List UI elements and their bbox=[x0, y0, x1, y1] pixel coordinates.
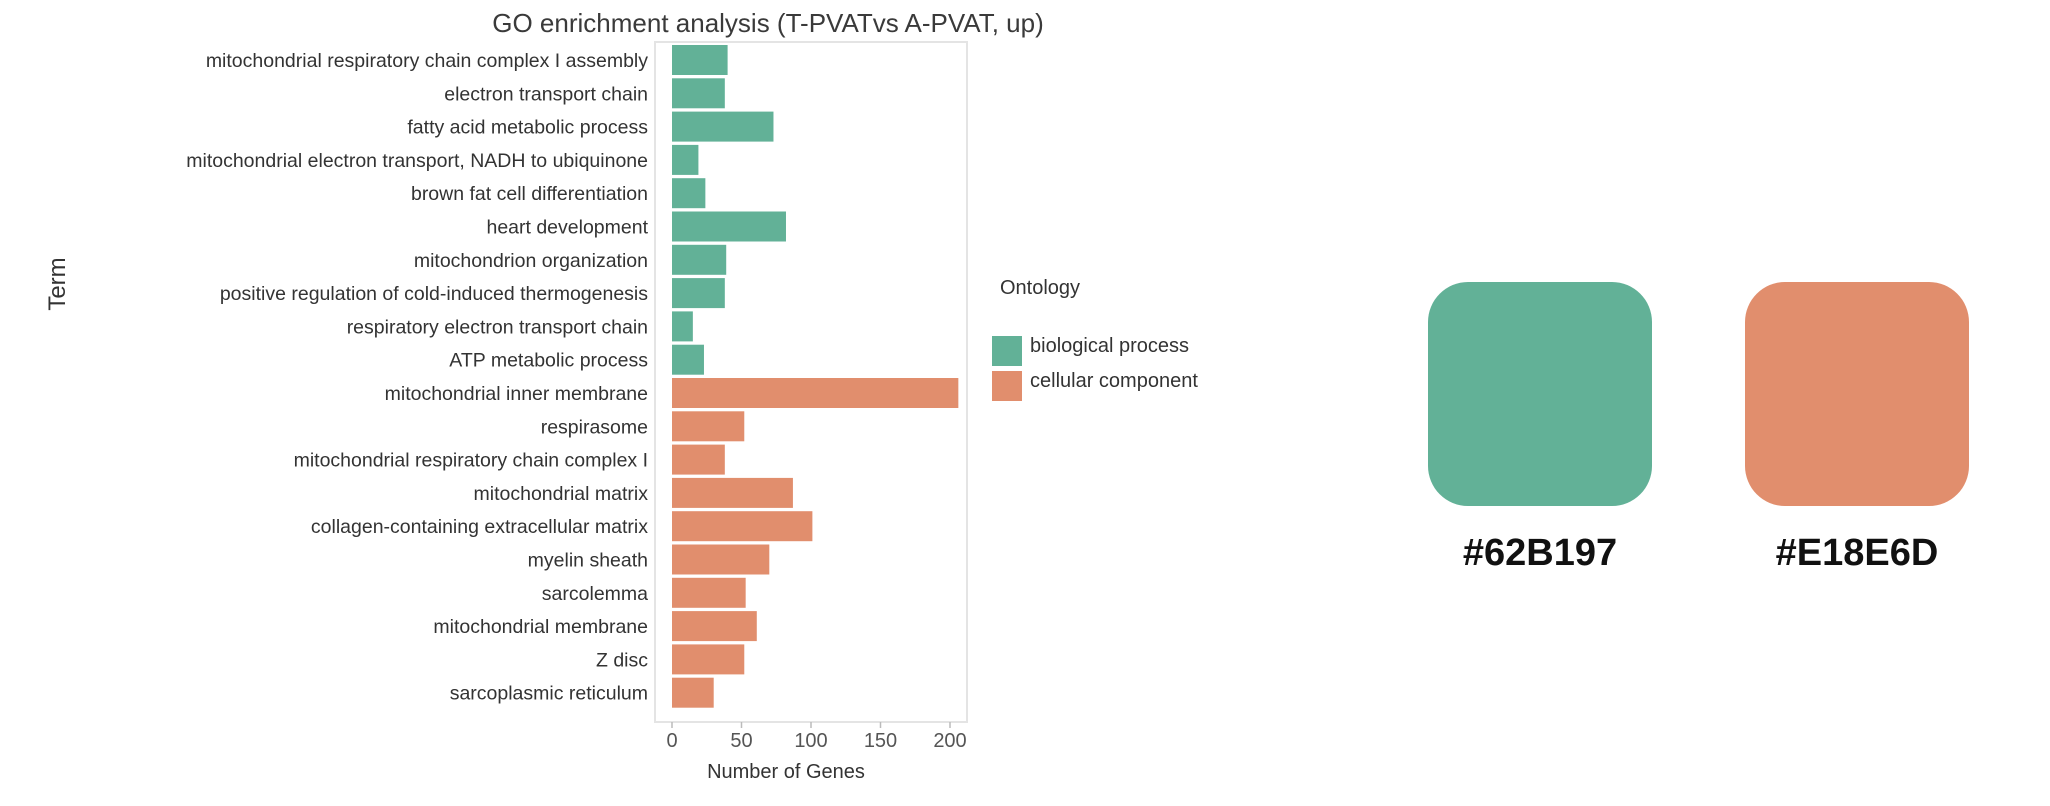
swatch-orange-hex: #E18E6D bbox=[1775, 532, 1939, 574]
bar-18 bbox=[672, 644, 745, 675]
bar-6 bbox=[672, 244, 727, 275]
bar-8 bbox=[672, 311, 693, 342]
legend-title: Ontology bbox=[1000, 277, 1080, 299]
bar-19 bbox=[672, 677, 714, 708]
term-label-16: sarcolemma bbox=[542, 583, 648, 605]
term-label-6: mitochondrion organization bbox=[414, 250, 648, 272]
term-label-7: positive regulation of cold-induced ther… bbox=[220, 283, 648, 305]
term-label-5: heart development bbox=[486, 217, 648, 239]
x-tick-label-0: 0 bbox=[666, 730, 677, 752]
bar-2 bbox=[672, 111, 774, 142]
bar-5 bbox=[672, 211, 786, 242]
term-label-11: respirasome bbox=[541, 416, 648, 438]
x-tick-label-1: 50 bbox=[730, 730, 752, 752]
x-axis: 0 50 100 150 200 bbox=[666, 722, 967, 752]
bar-0 bbox=[672, 45, 728, 75]
term-label-19: sarcoplasmic reticulum bbox=[450, 683, 648, 705]
x-axis-title: Number of Genes bbox=[707, 761, 865, 783]
swatch-green-hex: #62B197 bbox=[1462, 532, 1618, 574]
swatch-orange bbox=[1745, 282, 1969, 506]
chart-title: GO enrichment analysis (T-PVATvs A-PVAT,… bbox=[492, 8, 1043, 38]
bar-14 bbox=[672, 511, 813, 542]
term-label-18: Z disc bbox=[596, 649, 648, 671]
legend-label-0: biological process bbox=[1030, 335, 1189, 357]
bar-12 bbox=[672, 444, 725, 475]
term-label-14: collagen-containing extracellular matrix bbox=[311, 516, 648, 538]
legend-swatch-0 bbox=[992, 336, 1022, 366]
bar-3 bbox=[672, 144, 699, 175]
bar-11 bbox=[672, 411, 745, 442]
x-tick-label-4: 200 bbox=[933, 730, 966, 752]
bar-15 bbox=[672, 544, 770, 575]
term-labels-layer: mitochondrial respiratory chain complex … bbox=[186, 50, 648, 705]
bar-9 bbox=[672, 344, 704, 375]
bars-layer bbox=[672, 45, 959, 708]
legend-swatch-1 bbox=[992, 371, 1022, 401]
term-label-1: electron transport chain bbox=[444, 83, 648, 105]
legend-label-1: cellular component bbox=[1030, 370, 1198, 392]
term-label-12: mitochondrial respiratory chain complex … bbox=[294, 450, 648, 472]
term-label-10: mitochondrial inner membrane bbox=[385, 383, 648, 405]
term-label-17: mitochondrial membrane bbox=[433, 616, 648, 638]
swatch-green bbox=[1428, 282, 1652, 506]
legend: biological process cellular component bbox=[992, 335, 1198, 401]
term-label-2: fatty acid metabolic process bbox=[407, 117, 648, 139]
bar-13 bbox=[672, 477, 793, 508]
bar-4 bbox=[672, 178, 706, 209]
term-label-3: mitochondrial electron transport, NADH t… bbox=[186, 150, 648, 172]
term-label-13: mitochondrial matrix bbox=[474, 483, 649, 505]
bar-10 bbox=[672, 378, 959, 408]
x-tick-label-3: 150 bbox=[864, 730, 897, 752]
go-enrichment-chart: GO enrichment analysis (T-PVATvs A-PVAT,… bbox=[44, 8, 1198, 783]
y-axis-title: Term bbox=[44, 257, 71, 310]
bar-17 bbox=[672, 611, 757, 642]
term-label-0: mitochondrial respiratory chain complex … bbox=[206, 50, 648, 72]
term-label-8: respiratory electron transport chain bbox=[347, 316, 648, 338]
term-label-9: ATP metabolic process bbox=[449, 350, 648, 372]
bar-7 bbox=[672, 278, 725, 309]
bar-1 bbox=[672, 78, 725, 109]
term-label-4: brown fat cell differentiation bbox=[411, 183, 648, 205]
term-label-15: myelin sheath bbox=[528, 550, 648, 572]
x-tick-label-2: 100 bbox=[794, 730, 827, 752]
bar-16 bbox=[672, 577, 746, 608]
